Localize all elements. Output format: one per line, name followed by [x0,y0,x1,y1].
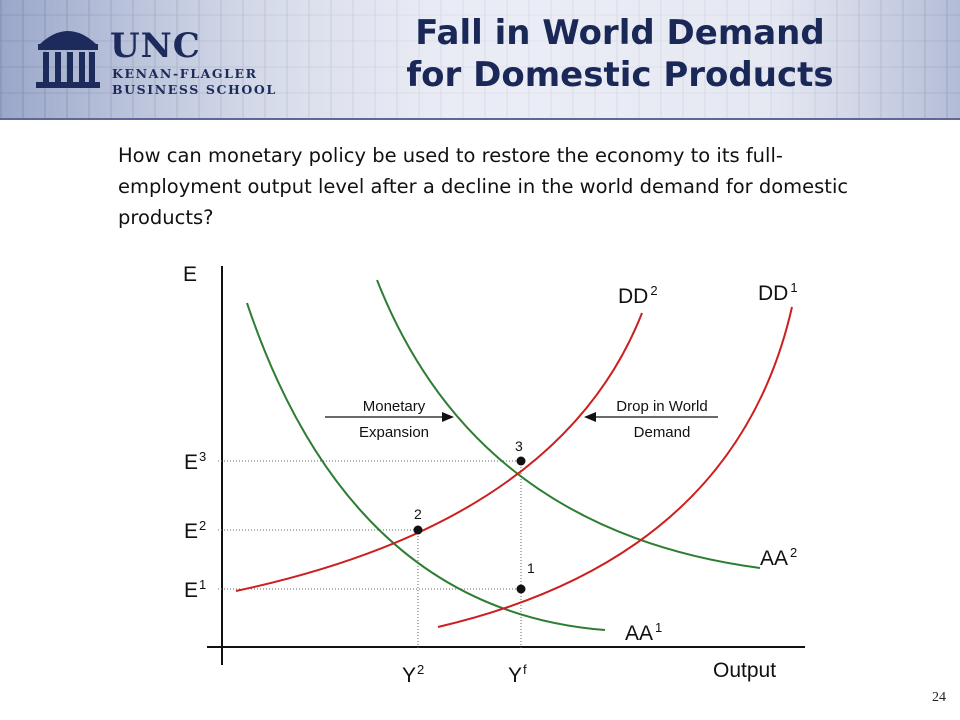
point-2-dot [413,525,423,535]
aa1-curve [246,302,606,631]
world-arrow-label-1: Drop in World [616,398,707,415]
aa1-label: AA 1 [625,620,662,645]
y2-label: Y2 [402,662,424,687]
logo-school-line1: KENAN-FLAGLER [112,66,258,81]
point-3-label: 3 [515,438,523,454]
x-axis-label: Output [713,659,776,682]
e3-label: E3 [184,449,206,474]
header-banner [0,0,960,120]
slide-title: Fall in World Demand for Domestic Produc… [360,12,880,96]
logo-school-line2: BUSINESS SCHOOL [112,82,277,97]
header-rule [0,118,960,120]
point-1-dot [516,584,526,594]
point-3-dot [516,456,526,466]
question-text: How can monetary policy be used to resto… [118,144,849,229]
unc-logo: UNC KENAN-FLAGLER BUSINESS SCHOOL [36,22,286,100]
old-well-icon [36,31,100,88]
world-arrow-head-icon [584,412,596,422]
aa2-label: AA 2 [760,545,797,570]
point-2-label: 2 [414,506,422,522]
monetary-arrow-label-2: Expansion [359,424,429,441]
guide-lines [218,460,522,650]
yf-label: Yf [508,662,527,687]
monetary-arrow-head-icon [442,412,454,422]
y-axis-label: E [183,263,197,286]
aa2-curve [376,279,761,569]
e1-label: E1 [184,577,206,602]
point-1-label: 1 [527,560,535,576]
title-line-2: for Domestic Products [406,55,834,95]
page-number: 24 [932,690,946,705]
dd1-label: DD 1 [758,280,798,305]
dd1-curve [437,306,793,628]
dd2-curve [235,312,643,592]
world-arrow-label-2: Demand [634,424,691,441]
title-line-1: Fall in World Demand [415,13,825,53]
monetary-arrow-label-1: Monetary [363,398,426,415]
dd2-label: DD 2 [618,283,658,308]
e2-label: E2 [184,518,206,543]
logo-unc-text: UNC [110,26,201,66]
